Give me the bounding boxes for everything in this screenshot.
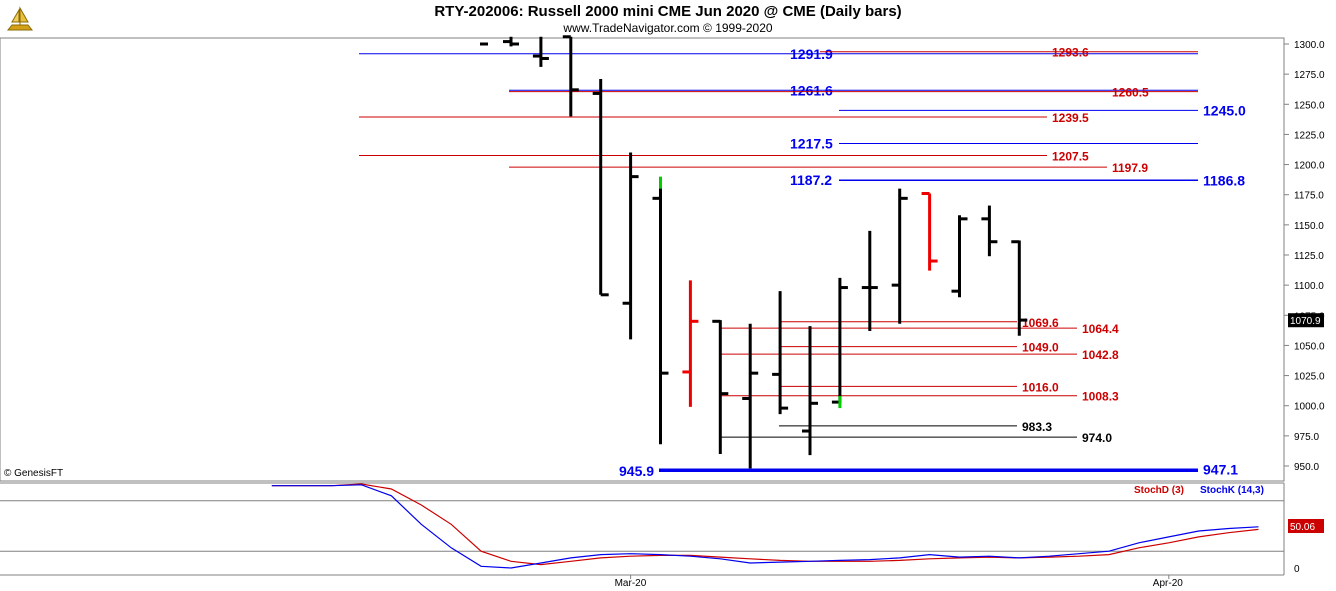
price-panel-frame [0,37,1285,482]
ohlc-bar [562,35,579,117]
legend-stoch-k: StochK (14,3) [1200,485,1264,496]
oscillator-last-value-box [1288,519,1324,533]
y-tick-label: 1125.0 [1294,251,1324,262]
header: RTY-202006: Russell 2000 mini CME Jun 20… [0,0,1336,35]
level-label-1187.2: 1187.2 [790,172,832,188]
trade-navigator-logo-icon [6,6,34,31]
level-label-1197.9: 1197.9 [1112,161,1148,175]
y-tick-label: 1100.0 [1294,281,1324,292]
y-tick-label: 1050.0 [1294,341,1325,352]
level-label-983.3: 983.3 [1022,420,1052,434]
level-label-1261.6: 1261.6 [790,82,833,98]
ohlc-bar [891,188,908,324]
y-tick-label: 1075.0 [1294,311,1325,322]
level-label-1239.5: 1239.5 [1052,111,1089,125]
y-tick-label: 1200.0 [1294,161,1325,172]
level-label-1291.9: 1291.9 [790,46,833,62]
y-tick-label: 1150.0 [1294,221,1324,232]
ohlc-bar [831,277,848,404]
level-label-1245.0: 1245.0 [1203,102,1246,118]
y-tick-label: 1025.0 [1294,372,1325,383]
level-label-947.1: 947.1 [1203,461,1238,477]
y-tick-label: 1250.0 [1294,100,1325,111]
stoch-series-line [271,483,1259,566]
legend-stoch-d: StochD (3) [1134,485,1184,496]
ohlc-bar [622,152,639,340]
ohlc-bar [712,319,729,454]
chart-subtitle: www.TradeNavigator.com © 1999-2020 [563,21,773,35]
ohlc-bar [951,215,968,298]
level-label-1049.0: 1049.0 [1022,341,1059,355]
stoch-series-line [271,484,1259,569]
ohlc-bar [981,205,998,257]
oscillator-tick-label: 0 [1294,564,1300,575]
level-label-1008.3: 1008.3 [1082,390,1119,404]
level-label-1042.8: 1042.8 [1082,348,1119,362]
last-price-box [1288,313,1324,328]
level-label-974.0: 974.0 [1082,431,1112,445]
y-tick-label: 1175.0 [1294,191,1324,202]
ohlc-bar [772,291,789,415]
chart-title: RTY-202006: Russell 2000 mini CME Jun 20… [434,3,902,20]
ohlc-bar [503,36,519,47]
y-tick-label: 1300.0 [1294,40,1325,51]
level-label-1260.5: 1260.5 [1112,86,1149,100]
ohlc-bar [861,230,878,331]
y-tick-label: 950.0 [1294,462,1319,473]
level-label-1293.6: 1293.6 [1052,46,1089,60]
ohlc-bar [1011,240,1028,336]
ohlc-bar [802,326,818,456]
level-label-1016.0: 1016.0 [1022,380,1059,394]
copyright-text: © GenesisFT [4,468,64,479]
ohlc-bar [921,192,938,271]
level-label-1064.4: 1064.4 [1082,322,1119,336]
ohlc-bar [742,323,759,469]
x-tick-label: Mar-20 [615,578,647,589]
y-tick-label: 1000.0 [1294,402,1325,413]
oscillator-last-value-label: 50.06 [1290,522,1315,533]
ohlc-bar [592,78,609,297]
level-label-1069.6: 1069.6 [1022,316,1059,330]
ohlc-bar [652,179,669,445]
x-tick-label: Apr-20 [1153,578,1183,589]
y-tick-label: 1225.0 [1294,130,1325,141]
level-label-1186.8: 1186.8 [1203,172,1245,188]
level-label-1207.5: 1207.5 [1052,150,1089,164]
y-tick-label: 975.0 [1294,432,1319,443]
level-label-945.9: 945.9 [619,463,654,479]
last-price-label: 1070.9 [1290,316,1321,327]
ohlc-bar [532,36,549,67]
ohlc-bar [682,280,699,407]
y-tick-label: 1275.0 [1294,70,1325,81]
level-label-1217.5: 1217.5 [790,135,833,151]
